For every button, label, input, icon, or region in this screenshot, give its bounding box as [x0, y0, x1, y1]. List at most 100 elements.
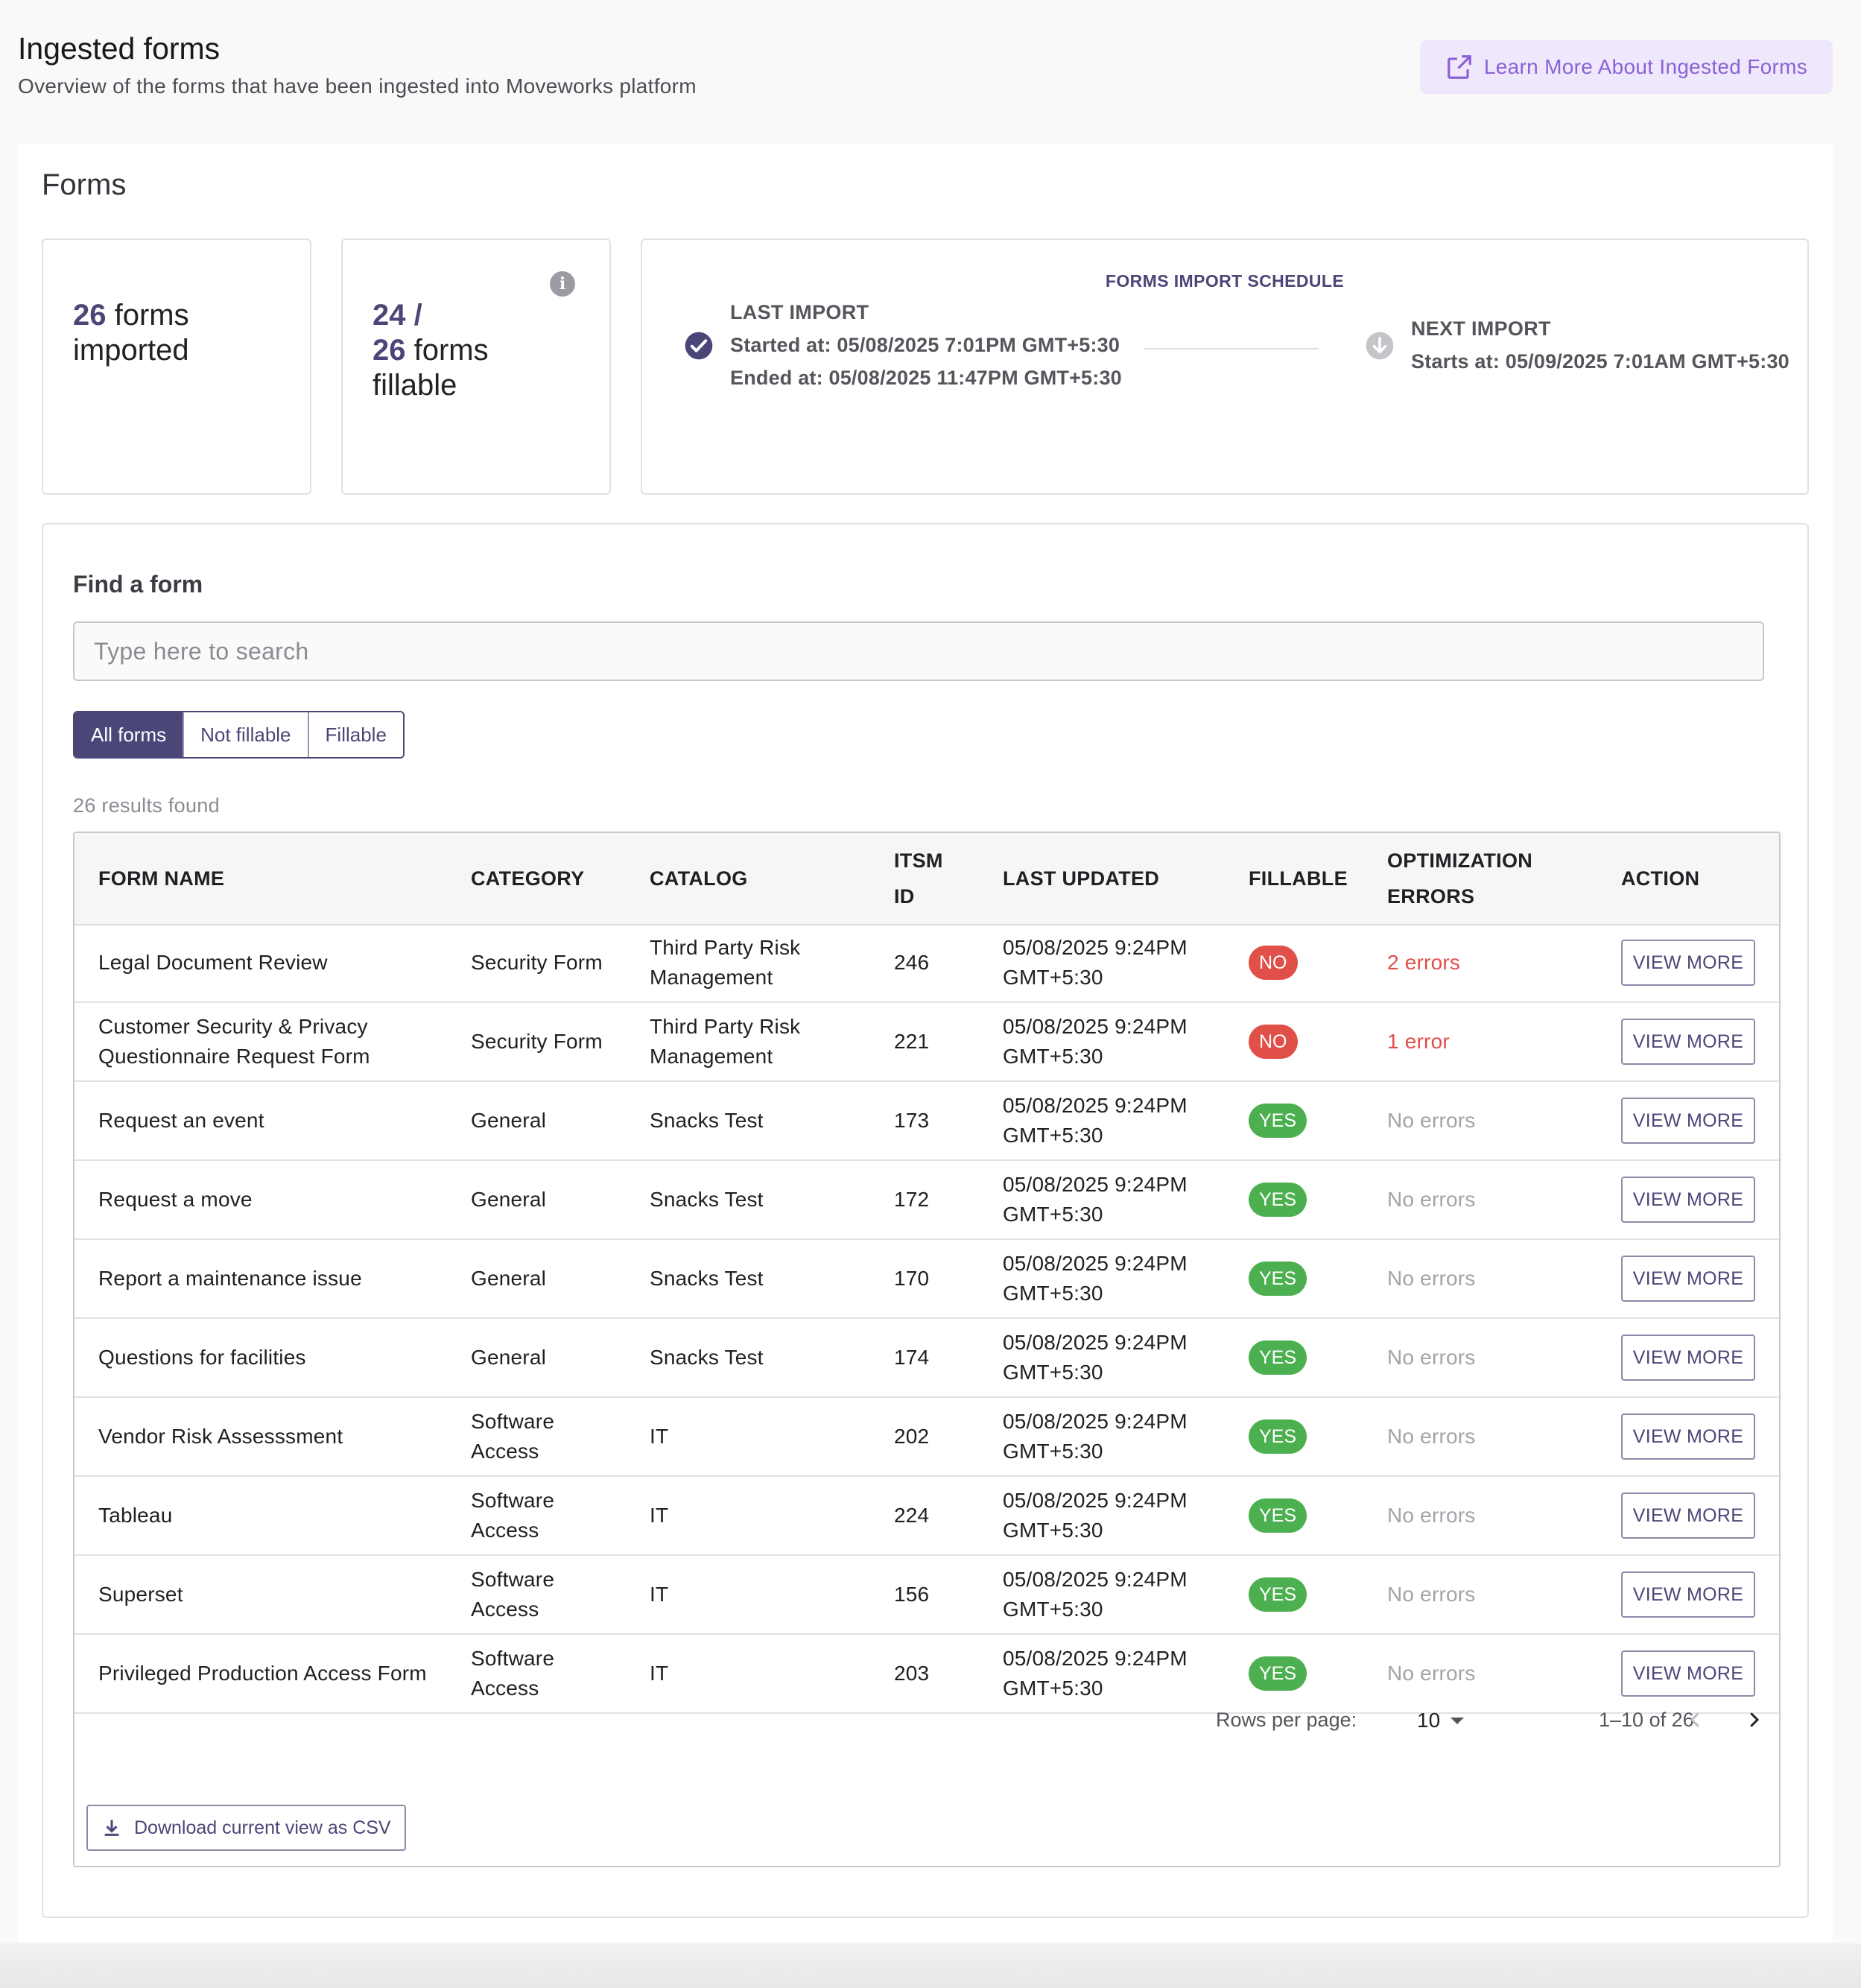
- cell-catalog: Third Party Risk Management: [650, 933, 800, 993]
- fillable-badge: YES: [1249, 1498, 1307, 1533]
- header-fillable: FILLABLE: [1249, 867, 1348, 890]
- cell-category: Software Access: [471, 1565, 554, 1624]
- external-link-icon: [1448, 55, 1471, 79]
- table-header: FORM NAME CATEGORY CATALOG ITSM ID LAST U…: [74, 833, 1779, 925]
- cell-form-name: Superset: [98, 1580, 183, 1609]
- cell-optimization-errors: No errors: [1387, 1504, 1476, 1527]
- stat-fillable-box: i 24 / 26 forms fillable: [341, 238, 611, 495]
- cell-category-line1: Software: [471, 1410, 555, 1433]
- cell-form-name-line1: Report a maintenance issue: [98, 1267, 362, 1290]
- chevron-left-icon[interactable]: [1678, 1702, 1713, 1738]
- cell-category-line1: General: [471, 1109, 547, 1132]
- cell-catalog-line1: IT: [650, 1583, 669, 1606]
- find-form-title: Find a form: [73, 571, 203, 598]
- stat-imported-label: forms: [106, 299, 189, 332]
- table-row: Vendor Risk Assesssment Software Access IT 2…: [74, 1398, 1779, 1477]
- download-csv-label: Download current view as CSV: [134, 1817, 391, 1838]
- cell-last-updated: 05/08/2025 9:24PM GMT+5:30: [1003, 1407, 1188, 1466]
- view-more-button[interactable]: VIEW MORE: [1621, 1650, 1755, 1697]
- view-more-button[interactable]: VIEW MORE: [1621, 1019, 1755, 1065]
- table-row: Questions for facilities General Snacks Te…: [74, 1319, 1779, 1398]
- arrow-down-circle-icon: [1366, 332, 1394, 360]
- header-optimization-errors: OPTIMIZATION ERRORS: [1387, 843, 1532, 914]
- table-row: Report a maintenance issue General Snacks …: [74, 1240, 1779, 1319]
- cell-optimization-errors[interactable]: 1 error: [1387, 1030, 1450, 1053]
- filter-all-forms[interactable]: All forms: [74, 712, 185, 757]
- cell-catalog-line1: IT: [650, 1425, 669, 1448]
- cell-form-name-line1: Request an event: [98, 1109, 264, 1132]
- header-itsm-line2: ID: [894, 885, 915, 908]
- cell-itsm-id: 203: [894, 1662, 930, 1685]
- cell-itsm-id: 156: [894, 1583, 930, 1606]
- next-import-starts: Starts at: 05/09/2025 7:01AM GMT+5:30: [1411, 350, 1789, 373]
- cell-form-name-line1: Superset: [98, 1583, 183, 1606]
- cell-last-updated-line1: 05/08/2025 9:24PM: [1003, 1015, 1188, 1038]
- cell-itsm-id: 202: [894, 1425, 930, 1448]
- table-row: Legal Document Review Security Form Third …: [74, 924, 1779, 1003]
- import-schedule-box: FORMS IMPORT SCHEDULE LAST IMPORT Starte…: [641, 238, 1809, 495]
- schedule-title: FORMS IMPORT SCHEDULE: [1105, 271, 1345, 291]
- filter-not-fillable[interactable]: Not fillable: [184, 712, 309, 757]
- cell-last-updated-line1: 05/08/2025 9:24PM: [1003, 936, 1188, 959]
- cell-catalog: IT: [650, 1422, 668, 1452]
- cell-catalog-line1: Third Party Risk: [650, 936, 801, 959]
- cell-category-line1: Security Form: [471, 951, 603, 974]
- cell-category-line1: General: [471, 1267, 547, 1290]
- cell-optimization-errors: No errors: [1387, 1109, 1476, 1132]
- info-icon[interactable]: i: [550, 271, 575, 297]
- view-more-button[interactable]: VIEW MORE: [1621, 1335, 1755, 1381]
- cell-category: Software Access: [471, 1486, 554, 1545]
- cell-optimization-errors[interactable]: 2 errors: [1387, 951, 1461, 974]
- cell-catalog-line1: Snacks Test: [650, 1267, 764, 1290]
- rows-per-page-label: Rows per page:: [1216, 1709, 1357, 1731]
- last-import-ended: Ended at: 05/08/2025 11:47PM GMT+5:30: [730, 367, 1122, 389]
- cell-itsm-id: 170: [894, 1267, 930, 1290]
- header-itsm-line1: ITSM: [894, 849, 943, 872]
- cell-category-line1: Software: [471, 1568, 555, 1591]
- view-more-button[interactable]: VIEW MORE: [1621, 1177, 1755, 1223]
- last-import-started: Started at: 05/08/2025 7:01PM GMT+5:30: [730, 334, 1120, 356]
- last-import-label: LAST IMPORT: [730, 301, 869, 323]
- fillable-badge: YES: [1249, 1656, 1307, 1691]
- cell-catalog: Third Party Risk Management: [650, 1012, 800, 1071]
- view-more-button[interactable]: VIEW MORE: [1621, 1256, 1755, 1302]
- cell-last-updated: 05/08/2025 9:24PM GMT+5:30: [1003, 1249, 1188, 1308]
- view-more-button[interactable]: VIEW MORE: [1621, 1492, 1755, 1539]
- table-row: Privileged Production Access Form Softwar…: [74, 1635, 1779, 1714]
- view-more-button[interactable]: VIEW MORE: [1621, 1571, 1755, 1618]
- cell-category: Security Form: [471, 1027, 603, 1057]
- view-more-button[interactable]: VIEW MORE: [1621, 1414, 1755, 1460]
- cell-category: Software Access: [471, 1407, 554, 1466]
- filter-fillable[interactable]: Fillable: [308, 712, 403, 757]
- cell-category: General: [471, 1106, 546, 1136]
- learn-more-button[interactable]: Learn More About Ingested Forms: [1420, 40, 1833, 94]
- chevron-right-icon[interactable]: [1736, 1702, 1772, 1738]
- cell-last-updated-line1: 05/08/2025 9:24PM: [1003, 1489, 1188, 1512]
- download-csv-button[interactable]: Download current view as CSV: [86, 1805, 406, 1851]
- check-circle-icon: [685, 332, 713, 360]
- cell-last-updated: 05/08/2025 9:24PM GMT+5:30: [1003, 1565, 1188, 1624]
- cell-category: General: [471, 1185, 546, 1215]
- cell-last-updated-line2: GMT+5:30: [1003, 1361, 1103, 1384]
- cell-form-name: Request a move: [98, 1185, 253, 1215]
- view-more-button[interactable]: VIEW MORE: [1621, 1098, 1755, 1144]
- cell-form-name-line1: Legal Document Review: [98, 951, 328, 974]
- search-input[interactable]: [73, 621, 1764, 681]
- cell-last-updated-line2: GMT+5:30: [1003, 1598, 1103, 1621]
- cell-category: General: [471, 1343, 546, 1373]
- view-more-button[interactable]: VIEW MORE: [1621, 940, 1755, 986]
- cell-category-line1: General: [471, 1188, 547, 1211]
- filter-segmented-control: All forms Not fillable Fillable: [73, 711, 405, 759]
- rows-per-page-value: 10: [1417, 1709, 1441, 1732]
- fillable-badge: YES: [1249, 1340, 1307, 1375]
- rows-per-page-select[interactable]: 10: [1417, 1709, 1465, 1732]
- stat-fillable-label: forms: [405, 334, 489, 367]
- cell-last-updated: 05/08/2025 9:24PM GMT+5:30: [1003, 1328, 1188, 1387]
- cell-form-name: Tableau: [98, 1501, 172, 1530]
- cell-last-updated: 05/08/2025 9:24PM GMT+5:30: [1003, 1486, 1188, 1545]
- cell-category-line1: Security Form: [471, 1030, 603, 1053]
- cell-last-updated-line2: GMT+5:30: [1003, 1203, 1103, 1226]
- stat-fillable-text: 24 / 26 forms fillable: [372, 298, 489, 403]
- header-opt-line1: OPTIMIZATION: [1387, 849, 1533, 872]
- cell-catalog-line2: Management: [650, 1045, 773, 1068]
